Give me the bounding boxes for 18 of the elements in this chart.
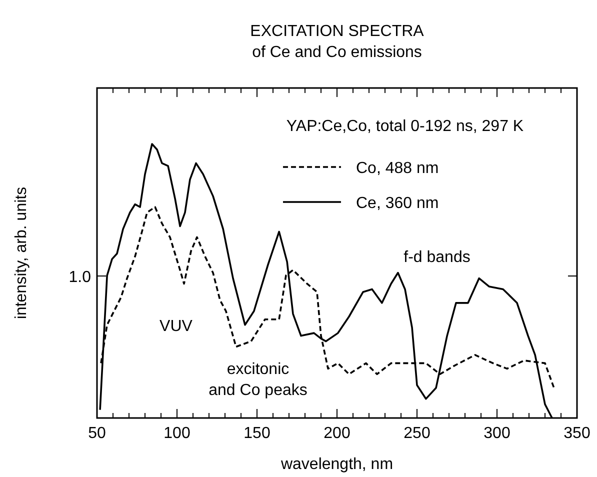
x-tick-label: 350 <box>564 425 590 442</box>
x-tick-label: 200 <box>324 425 350 442</box>
x-tick-label: 100 <box>164 425 190 442</box>
annotation: f-d bands <box>404 249 470 266</box>
x-tick-label: 50 <box>88 425 106 442</box>
y-axis-title: intensity, arb. units <box>13 186 30 320</box>
chart-title: EXCITATION SPECTRA <box>250 23 424 40</box>
text: 1.0 <box>68 269 92 286</box>
annotation: VUV <box>160 318 193 335</box>
x-tick-label: 250 <box>404 425 430 442</box>
chart-subtitle: of Ce and Co emissions <box>252 44 422 61</box>
x-axis-title: wavelength, nm <box>280 456 394 473</box>
x-tick-label: 300 <box>484 425 510 442</box>
annotation: excitonic and Co peaks <box>208 361 308 399</box>
legend-label: Ce, 360 nm <box>356 195 439 212</box>
x-tick-label: 150 <box>244 425 270 442</box>
legend-label: Co, 488 nm <box>356 160 439 177</box>
text: YAP:Ce,Co, total 0-192 ns, 297 K <box>286 118 524 135</box>
